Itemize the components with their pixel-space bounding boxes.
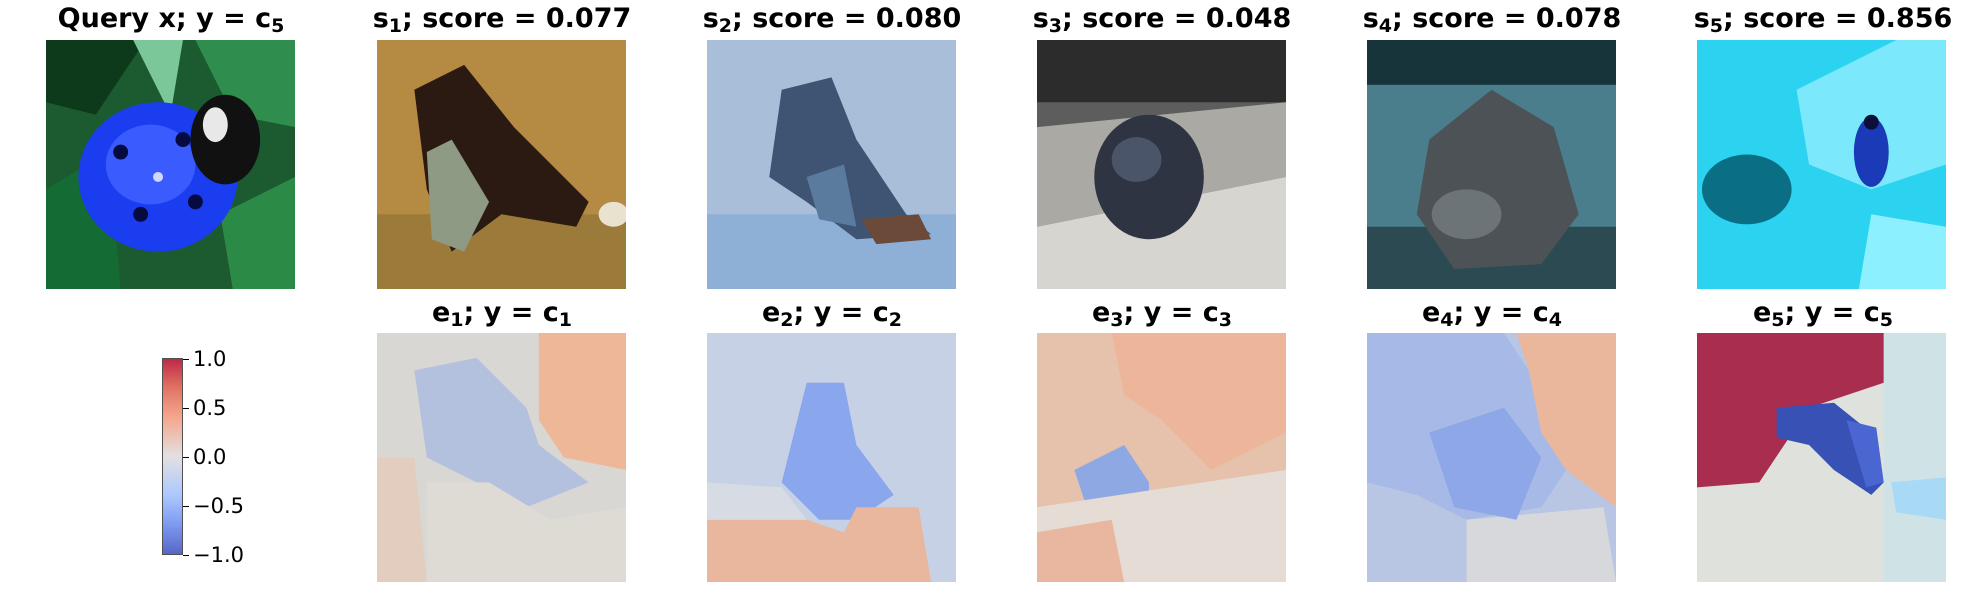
colorbar-tick-label: 0.5 xyxy=(193,396,227,420)
colorbar xyxy=(162,358,183,555)
sample-title-5: s5; score = 0.856 xyxy=(1693,3,1953,37)
explanation-title-4: e4; y = c4 xyxy=(1421,297,1563,331)
explanation-title-3: e3; y = c3 xyxy=(1091,297,1233,331)
explanation-title-1: e1; y = c1 xyxy=(431,297,573,331)
explanation-map-3 xyxy=(1037,333,1286,582)
query-title: Query x; y = c5 xyxy=(57,3,285,37)
colorbar-tick xyxy=(183,408,189,409)
sample-image-5 xyxy=(1697,40,1946,289)
colorbar-tick-label: 0.0 xyxy=(193,445,227,469)
colorbar-tick xyxy=(183,457,189,458)
sample-title-4: s4; score = 0.078 xyxy=(1362,3,1622,37)
explanation-map-2 xyxy=(707,333,956,582)
colorbar-tick xyxy=(183,506,189,507)
explanation-title-2: e2; y = c2 xyxy=(761,297,903,331)
sample-title-1: s1; score = 0.077 xyxy=(372,3,632,37)
sample-image-2 xyxy=(707,40,956,289)
sample-image-3 xyxy=(1037,40,1286,289)
explanation-map-5 xyxy=(1697,333,1946,582)
explanation-map-4 xyxy=(1367,333,1616,582)
sample-title-2: s2; score = 0.080 xyxy=(702,3,962,37)
explanation-title-5: e5; y = c5 xyxy=(1752,297,1894,331)
colorbar-tick xyxy=(183,359,189,360)
sample-title-3: s3; score = 0.048 xyxy=(1032,3,1292,37)
sample-image-1 xyxy=(377,40,626,289)
colorbar-tick xyxy=(183,555,189,556)
explanation-map-1 xyxy=(377,333,626,582)
colorbar-tick-label: −0.5 xyxy=(193,494,244,518)
sample-image-4 xyxy=(1367,40,1616,289)
colorbar-tick-label: 1.0 xyxy=(193,347,227,371)
query-image xyxy=(46,40,295,289)
colorbar-tick-label: −1.0 xyxy=(193,543,244,567)
